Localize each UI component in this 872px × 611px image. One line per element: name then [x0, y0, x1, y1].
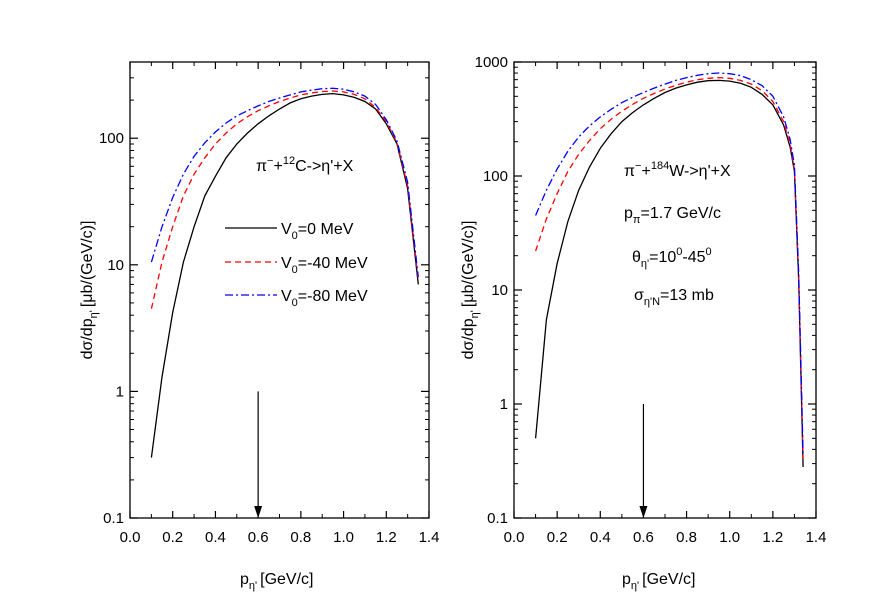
right-panel: 0.0 0.2 0.4 0.6 0.8 1.0 1.2 1.4 0.1 1 10 100 1000 p… — [460, 54, 826, 592]
x-tick-label: 0.0 — [504, 529, 525, 546]
legend-entry: V0=-40 MeV — [225, 255, 368, 276]
series-line-0 — [150, 92, 419, 458]
right-x-axis-label: pη' [GeV/c] — [622, 571, 695, 592]
left-panel: 0.0 0.2 0.4 0.6 0.8 1.0 1.2 1.4 0.1 1 10 100 pη' [G… — [79, 61, 440, 592]
legend-label: V0=-40 MeV — [281, 255, 368, 276]
x-tick-label: 0.6 — [633, 529, 654, 546]
arrow-head — [254, 506, 263, 518]
left-curves — [150, 87, 419, 458]
series-line-0 — [534, 79, 804, 468]
y-tick-label: 1 — [500, 396, 508, 413]
right-curves — [534, 72, 804, 468]
series-line-2 — [150, 87, 419, 278]
series-line-2 — [535, 72, 804, 455]
legend-entry: V0=0 MeV — [225, 221, 354, 242]
left-reaction-label: π−+12C->η'+X — [256, 155, 354, 175]
left-y-axis: 0.1 1 10 100 — [99, 77, 429, 527]
cross-section-label: ση'N=13 mb — [634, 287, 714, 308]
y-tick-label: 10 — [107, 257, 124, 274]
legend-entry: V0=-80 MeV — [225, 288, 368, 309]
x-tick-label: 0.0 — [120, 529, 141, 546]
x-tick-label: 1.2 — [762, 529, 783, 546]
right-x-axis: 0.0 0.2 0.4 0.6 0.8 1.0 1.2 1.4 — [504, 62, 827, 546]
beam-momentum-label: pπ=1.7 GeV/c — [624, 205, 721, 226]
x-tick-label: 0.4 — [590, 529, 611, 546]
x-tick-label: 1.0 — [719, 529, 740, 546]
x-tick-label: 1.4 — [806, 529, 827, 546]
right-y-axis: 0.1 1 10 100 1000 — [475, 54, 816, 527]
x-tick-label: 1.4 — [419, 529, 440, 546]
arrow-head — [639, 506, 648, 518]
left-x-axis: 0.0 0.2 0.4 0.6 0.8 1.0 1.2 1.4 — [120, 62, 440, 546]
y-tick-label: 1000 — [475, 54, 508, 71]
y-tick-label: 1 — [116, 383, 124, 400]
left-arrow — [254, 391, 263, 518]
y-tick-label: 100 — [99, 130, 124, 147]
right-arrow — [639, 404, 648, 518]
y-tick-label: 0.1 — [103, 510, 124, 527]
x-tick-label: 1.2 — [376, 529, 397, 546]
right-reaction-label: π−+184W->η'+X — [624, 160, 731, 180]
x-tick-label: 0.8 — [290, 529, 311, 546]
left-y-axis-label: dσ/dpη'[μb/(GeV/c)] — [79, 221, 100, 360]
left-x-axis-label: pη' [GeV/c] — [240, 571, 313, 592]
legend: V0=0 MeV V0=-40 MeV V0=-80 MeV — [225, 221, 368, 309]
y-tick-label: 0.1 — [487, 510, 508, 527]
legend-label: V0=0 MeV — [281, 221, 354, 242]
y-tick-label: 100 — [483, 168, 508, 185]
x-tick-label: 0.2 — [547, 529, 568, 546]
x-tick-label: 0.6 — [248, 529, 269, 546]
legend-label: V0=-80 MeV — [281, 288, 368, 309]
left-plot-frame — [129, 61, 430, 519]
x-tick-label: 1.0 — [333, 529, 354, 546]
y-tick-label: 10 — [491, 282, 508, 299]
x-tick-label: 0.2 — [162, 529, 183, 546]
x-tick-label: 0.8 — [676, 529, 697, 546]
angle-range-label: θη'=100-450 — [632, 246, 712, 270]
series-line-1 — [534, 76, 804, 459]
series-line-1 — [150, 90, 419, 309]
x-tick-label: 0.4 — [205, 529, 226, 546]
right-y-axis-label: dσ/dpη'[μb/(GeV/c)] — [460, 221, 481, 360]
